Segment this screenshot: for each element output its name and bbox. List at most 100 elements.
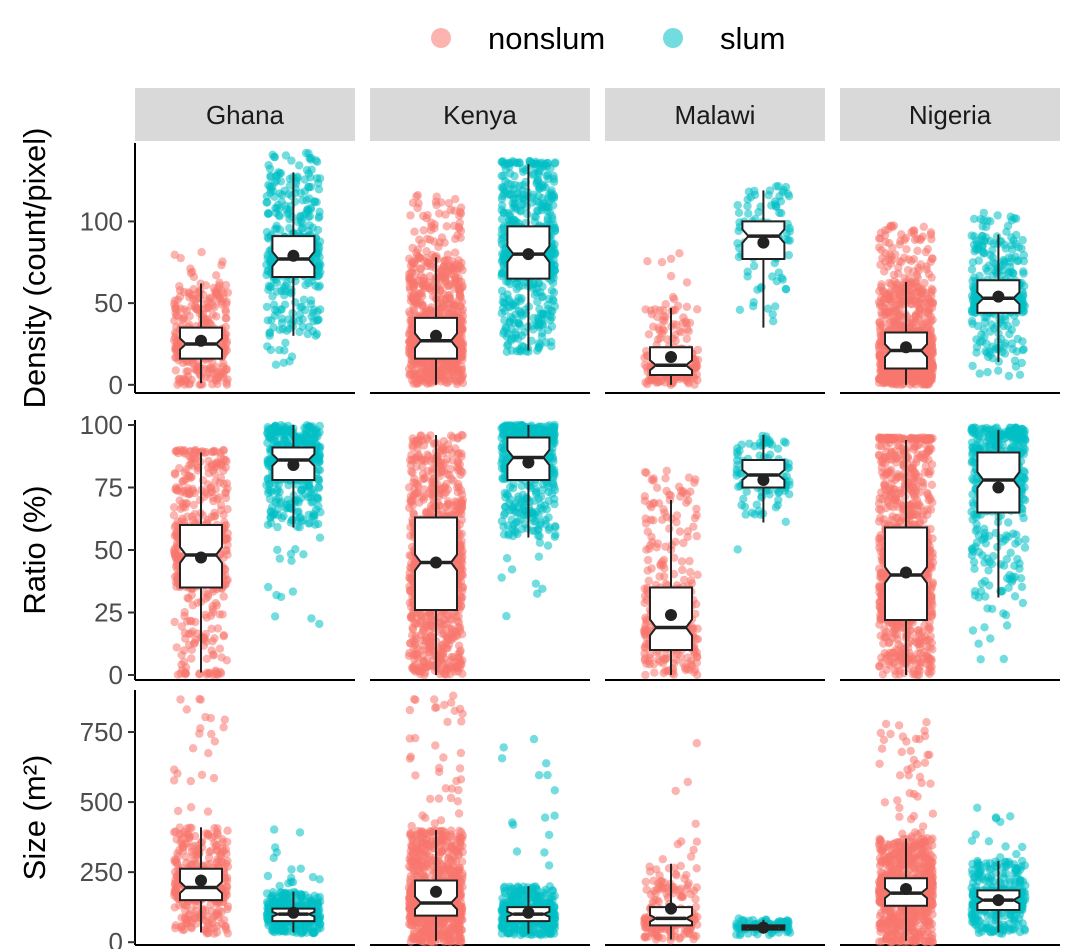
- point-ratio-ghana-nonslum: [175, 464, 184, 473]
- point-density-ghana-slum: [280, 346, 289, 355]
- point-ratio-ghana-slum: [297, 486, 306, 495]
- point-density-ghana-slum: [281, 201, 290, 210]
- point-density-kenya-slum: [534, 342, 544, 352]
- point-ratio-ghana-nonslum: [215, 644, 225, 653]
- facet-density-nigeria: [840, 208, 1060, 394]
- point-density-nigeria-slum: [990, 324, 999, 333]
- point-density-ghana-slum: [313, 157, 322, 166]
- point-density-kenya-nonslum: [451, 248, 460, 257]
- point-density-kenya-nonslum: [440, 273, 449, 283]
- point-density-malawi-nonslum: [643, 257, 652, 266]
- point-density-malawi-slum: [749, 261, 759, 271]
- point-ratio-ghana-nonslum: [215, 478, 224, 487]
- point-ratio-ghana-slum: [264, 488, 273, 498]
- point-ratio-ghana-slum: [270, 612, 280, 621]
- point-ratio-ghana-nonslum: [201, 610, 210, 619]
- point-ratio-ghana-slum: [315, 428, 324, 437]
- point-density-nigeria-slum: [995, 237, 1005, 246]
- point-density-ghana-nonslum: [221, 330, 231, 339]
- point-density-ghana-nonslum: [219, 359, 228, 368]
- point-density-nigeria-slum: [983, 367, 992, 377]
- y-tick-label-density-100: 100: [80, 206, 123, 236]
- point-density-nigeria-nonslum: [922, 265, 931, 274]
- facet-strip-nigeria: [840, 88, 1060, 141]
- point-density-kenya-nonslum: [406, 211, 415, 220]
- mean-density-nigeria-slum: [992, 290, 1005, 303]
- point-density-ghana-slum: [301, 280, 310, 290]
- point-density-kenya-slum: [532, 288, 542, 297]
- point-density-malawi-slum: [784, 192, 794, 201]
- point-density-nigeria-nonslum: [924, 376, 933, 386]
- point-density-ghana-nonslum: [218, 257, 227, 266]
- point-density-ghana-slum: [313, 225, 323, 235]
- point-density-nigeria-nonslum: [875, 350, 885, 360]
- point-ratio-ghana-nonslum: [184, 489, 194, 499]
- point-density-ghana-slum: [265, 331, 274, 340]
- point-ratio-ghana-nonslum: [187, 654, 196, 663]
- point-ratio-ghana-nonslum: [172, 486, 181, 495]
- point-density-ghana-nonslum: [173, 295, 182, 305]
- point-density-malawi-nonslum: [690, 380, 699, 389]
- point-density-kenya-nonslum: [424, 367, 433, 377]
- point-density-kenya-slum: [517, 341, 527, 351]
- point-density-nigeria-slum: [1014, 243, 1023, 252]
- point-density-kenya-nonslum: [409, 296, 418, 305]
- point-density-kenya-slum: [550, 159, 559, 168]
- point-density-kenya-slum: [509, 318, 519, 328]
- point-density-malawi-nonslum: [684, 327, 693, 336]
- point-density-ghana-slum: [299, 295, 309, 304]
- facet-strips: Ghana Kenya Malawi Nigeria: [135, 88, 1060, 141]
- point-density-ghana-slum: [306, 205, 315, 214]
- point-density-kenya-nonslum: [422, 281, 431, 290]
- point-density-malawi-nonslum: [682, 278, 692, 287]
- point-density-ghana-nonslum: [181, 378, 190, 387]
- point-density-nigeria-nonslum: [899, 253, 909, 262]
- point-density-nigeria-nonslum: [903, 265, 913, 275]
- point-density-malawi-slum: [778, 275, 787, 284]
- point-density-malawi-slum: [754, 208, 763, 217]
- point-density-malawi-slum: [784, 250, 793, 260]
- point-density-ghana-nonslum: [195, 380, 204, 389]
- point-density-nigeria-slum: [1014, 256, 1023, 265]
- point-density-nigeria-slum: [1012, 214, 1021, 223]
- point-density-ghana-nonslum: [176, 253, 185, 263]
- point-density-ghana-nonslum: [187, 375, 196, 385]
- point-ratio-ghana-nonslum: [172, 446, 181, 455]
- point-density-ghana-slum: [270, 225, 280, 234]
- point-density-malawi-slum: [781, 285, 791, 294]
- point-density-kenya-nonslum: [454, 367, 464, 376]
- point-density-malawi-slum: [772, 202, 781, 212]
- point-density-ghana-slum: [306, 296, 316, 305]
- point-ratio-ghana-nonslum: [204, 480, 213, 489]
- point-density-ghana-slum: [278, 190, 287, 200]
- point-density-ghana-slum: [284, 189, 294, 199]
- mean-density-kenya-nonslum: [430, 329, 442, 342]
- point-density-kenya-slum: [512, 217, 521, 226]
- y-tick-label-ratio-100: 100: [80, 410, 123, 440]
- point-density-ghana-nonslum: [171, 353, 180, 362]
- point-density-ghana-nonslum: [212, 362, 221, 372]
- point-density-nigeria-slum: [979, 325, 989, 334]
- point-density-ghana-slum: [263, 342, 272, 351]
- point-ratio-ghana-slum: [315, 533, 325, 542]
- point-ratio-ghana-nonslum: [184, 629, 193, 638]
- point-density-ghana-slum: [304, 169, 313, 178]
- point-density-nigeria-nonslum: [875, 243, 884, 252]
- point-density-ghana-slum: [311, 281, 320, 291]
- mean-density-ghana-nonslum: [195, 334, 207, 347]
- point-density-kenya-nonslum: [416, 264, 425, 273]
- point-ratio-ghana-slum: [314, 476, 324, 486]
- point-density-kenya-nonslum: [458, 347, 468, 356]
- point-ratio-ghana-nonslum: [219, 631, 228, 640]
- point-ratio-ghana-nonslum: [179, 657, 189, 666]
- point-ratio-ghana-nonslum: [201, 447, 211, 457]
- point-density-nigeria-slum: [1012, 347, 1021, 356]
- point-density-ghana-slum: [264, 209, 273, 219]
- point-density-ghana-nonslum: [171, 341, 180, 351]
- point-density-kenya-nonslum: [458, 311, 468, 320]
- point-density-ghana-slum: [264, 180, 273, 190]
- facet-strip-malawi: [605, 88, 825, 141]
- point-density-kenya-nonslum: [430, 253, 439, 262]
- point-density-kenya-nonslum: [412, 248, 421, 257]
